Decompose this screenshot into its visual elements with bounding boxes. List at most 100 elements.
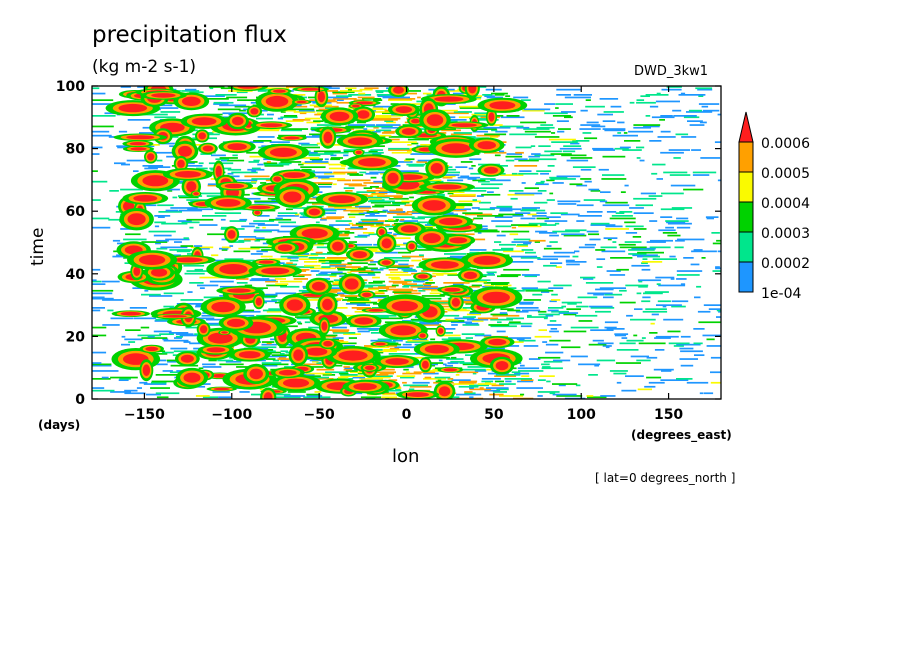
precip-cell: [561, 233, 585, 236]
colorbar-label: 0.0005: [761, 166, 810, 182]
precip-cell: [640, 95, 650, 98]
precip-cell: [365, 296, 387, 299]
precip-cell: [262, 226, 266, 229]
precip-cell: [511, 241, 532, 243]
precip-cell: [580, 178, 592, 180]
precip-cell: [186, 270, 215, 272]
precip-cell: [606, 270, 621, 272]
precip-cell: [325, 90, 339, 92]
precip-cell: [378, 289, 388, 292]
precip-cell: [363, 197, 382, 200]
precip-cell: [330, 307, 348, 309]
precip-cell: [181, 90, 200, 92]
precip-cell: [209, 280, 234, 283]
precip-core: [130, 147, 147, 151]
precip-cell: [298, 109, 315, 112]
precip-cell: [367, 263, 376, 266]
precip-core: [406, 392, 429, 397]
precip-cell: [566, 263, 580, 266]
precip-cell: [606, 328, 625, 330]
precip-cell: [710, 371, 721, 374]
precip-cell: [92, 363, 112, 366]
precip-cell: [227, 172, 234, 175]
precip-cell: [308, 326, 327, 329]
x-axis: −150 −100 −50 0 50 100 150: [124, 86, 683, 423]
precip-cell: [588, 233, 600, 236]
precip-cell: [492, 314, 520, 317]
precip-cell: [520, 393, 525, 396]
precip-cell: [503, 285, 508, 288]
precip-cell: [424, 376, 432, 379]
precip-cell: [452, 193, 476, 196]
precip-cell: [266, 161, 271, 163]
precip-cell: [133, 317, 156, 320]
precip-cell: [392, 224, 398, 226]
precip-cell: [261, 300, 277, 303]
precip-field: [92, 86, 721, 399]
precip-cell: [494, 94, 505, 96]
precip-cell: [545, 314, 554, 317]
precip-core: [393, 86, 404, 94]
precip-cell: [404, 159, 411, 162]
precip-cell: [227, 159, 245, 162]
precip-cell: [689, 124, 705, 126]
precip-cell: [258, 296, 276, 299]
precip-cell: [154, 151, 180, 154]
precip-cell: [239, 391, 250, 393]
precip-cell: [244, 284, 253, 287]
precip-cell: [269, 258, 292, 261]
precip-cell: [552, 230, 580, 233]
precip-cell: [576, 184, 588, 187]
precip-cell: [694, 296, 701, 299]
precip-cell: [619, 289, 627, 292]
precip-core: [151, 93, 176, 98]
precip-cell: [298, 322, 303, 325]
precip-cell: [552, 182, 564, 184]
precip-cell: [92, 334, 107, 337]
precip-cell: [558, 128, 571, 130]
precip-cell: [324, 151, 349, 154]
colorbar-label: 0.0002: [761, 256, 810, 272]
precip-cell: [540, 124, 554, 126]
precip-cell: [599, 98, 619, 100]
precip-cell: [301, 162, 330, 165]
precip-cell: [517, 380, 534, 383]
precip-cell: [590, 224, 616, 226]
precip-cell: [263, 162, 278, 165]
precip-cell: [354, 236, 368, 238]
precip-cell: [646, 376, 662, 379]
precip-cell: [447, 309, 470, 312]
precip-cell: [229, 245, 234, 247]
precip-cell: [540, 172, 549, 175]
precip-cell: [666, 221, 686, 224]
precip-cell: [121, 335, 126, 338]
precip-core: [277, 244, 293, 251]
precip-cell: [373, 209, 378, 212]
precip-cell: [469, 387, 474, 389]
precip-cell: [332, 341, 349, 343]
precip-cell: [702, 334, 721, 337]
precip-core: [224, 183, 245, 189]
precip-cell: [348, 94, 372, 96]
precip-cell: [472, 130, 488, 133]
precip-cell: [645, 115, 651, 117]
precip-cell: [578, 363, 601, 366]
precip-cell: [421, 226, 433, 229]
precip-cell: [716, 239, 721, 242]
precip-cell: [235, 278, 249, 280]
precip-cell: [286, 86, 312, 88]
precip-cell: [173, 350, 198, 353]
precip-cell: [219, 104, 247, 107]
precip-cell: [341, 165, 347, 167]
precip-cell: [280, 255, 308, 258]
precip-cell: [181, 221, 200, 224]
precip-core: [323, 340, 333, 347]
precip-core: [344, 278, 359, 290]
precip-cell: [312, 134, 325, 137]
precip-cell: [151, 353, 168, 355]
precip-cell: [208, 86, 225, 88]
precip-cell: [477, 317, 499, 320]
precip-cell: [539, 375, 555, 378]
precip-cell: [499, 383, 516, 385]
precip-cell: [527, 314, 532, 317]
